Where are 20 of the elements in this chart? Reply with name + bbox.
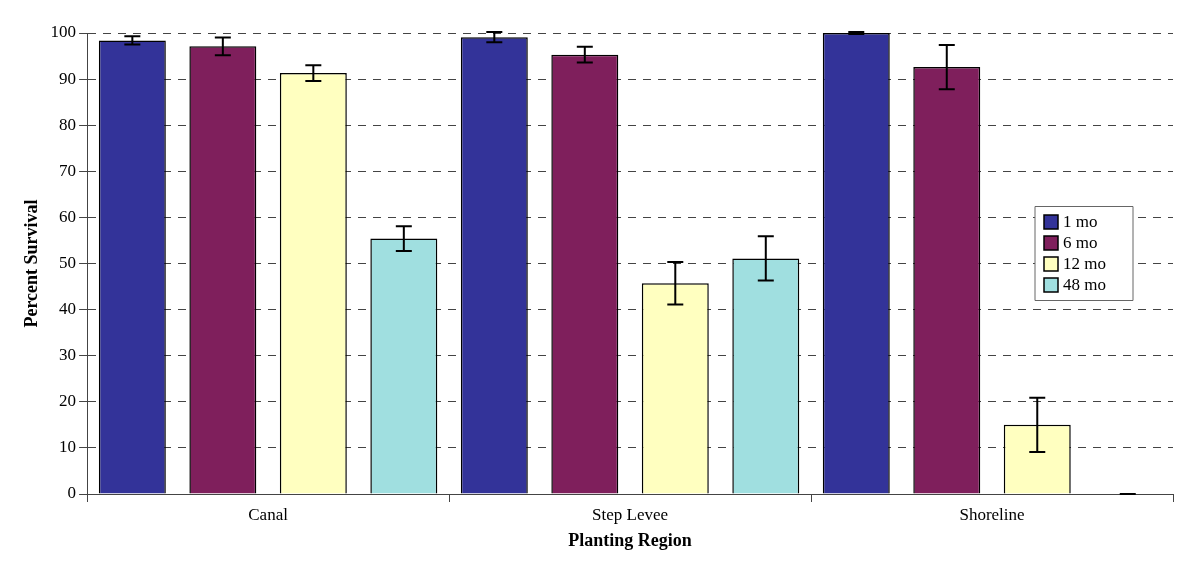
y-tick-label: 50 [59,252,77,272]
y-tick-label: 0 [67,483,77,503]
legend-label: 6 mo [1063,233,1098,253]
y-tick-label: 20 [59,391,77,411]
x-tick-label: Step Levee [592,504,669,524]
y-tick-label: 80 [59,114,77,134]
legend-label: 48 mo [1063,275,1106,295]
y-tick-label: 90 [59,68,77,88]
y-tick-label: 10 [59,437,77,457]
y-tick-label: 60 [59,206,77,226]
y-axis-title: Percent Survival [21,199,42,328]
y-tick-label: 30 [59,345,77,365]
legend-label: 12 mo [1063,254,1106,274]
y-tick-label: 100 [50,22,77,42]
x-tick-label: Canal [248,504,289,524]
x-axis-title: Planting Region [568,529,692,550]
legend-label: 1 mo [1063,212,1098,232]
y-tick-label: 40 [59,299,77,319]
y-tick-label: 70 [59,160,77,180]
x-tick-label: Shoreline [959,504,1025,524]
